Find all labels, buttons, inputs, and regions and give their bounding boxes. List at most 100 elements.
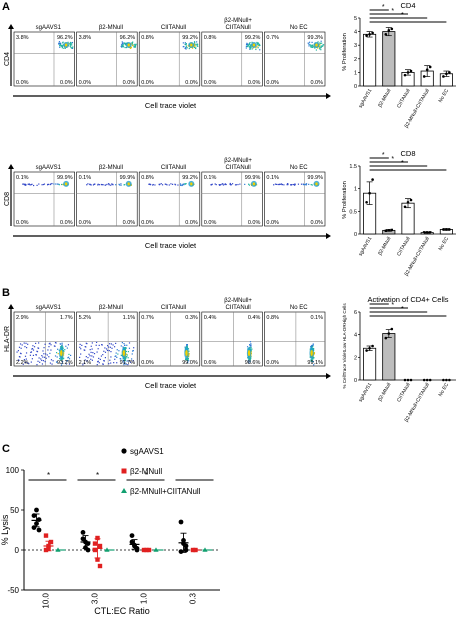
quadrant-top-right: 0.3% (185, 315, 198, 321)
lysis-point (43, 547, 49, 553)
flow-event-dot (184, 359, 187, 361)
quadrant-bottom-left: 0.0% (266, 360, 279, 366)
flow-event-dot (122, 42, 124, 44)
flow-event-dot (23, 342, 25, 344)
bar-y-tick-label: 4 (354, 30, 357, 36)
flow-event-dot (130, 46, 132, 48)
flow-event-dot (133, 46, 135, 48)
lysis-point (80, 530, 86, 535)
flow-event-dot (222, 184, 225, 186)
flow-plot-title-line1: β2-MNull+ (224, 158, 252, 164)
lysis-y-tick-label: -50 (7, 586, 19, 595)
flow-event-dot (247, 43, 249, 45)
flow-event-dot (83, 349, 85, 351)
flow-cytometry-rows: CD4 Cell trace violet 3.8% 96.2% 0.0% 0.0% sgA… (4, 18, 331, 390)
flow-event-dot (110, 351, 112, 353)
flow-event-dot (90, 345, 92, 347)
flow-event-dot (125, 363, 127, 366)
flow-event-dot (89, 355, 91, 357)
flow-event-dot (32, 354, 35, 357)
flow-event-dot (61, 346, 63, 348)
flow-event-dot (96, 351, 98, 353)
flow-event-dot (313, 353, 315, 356)
lysis-point (193, 547, 198, 553)
flow-event-dot (69, 42, 71, 44)
flow-event-dot (54, 355, 57, 357)
flow-plot-frame (76, 31, 138, 87)
flow-event-dot (112, 183, 114, 185)
flow-event-dot (38, 183, 40, 185)
data-point (387, 28, 391, 32)
flow-event-dot (218, 184, 220, 186)
flow-event-dot (110, 356, 112, 358)
flow-event-dot (109, 359, 111, 361)
flow-plot-title: CIITANull (161, 165, 186, 171)
flow-event-dot (104, 347, 106, 349)
flow-event-dot (194, 43, 196, 45)
lysis-point (178, 549, 184, 554)
quadrant-top-left: 0.8% (141, 35, 154, 41)
flow-density-peak (310, 350, 313, 357)
flow-event-dot (122, 46, 125, 48)
lysis-x-axis-label: CTL:EC Ratio (94, 606, 150, 616)
quadrant-bottom-right: 0.0% (248, 220, 261, 226)
flow-event-dot (313, 357, 315, 359)
flow-event-dot (312, 46, 315, 48)
flow-event-dot (121, 46, 123, 48)
flow-event-dot (70, 43, 72, 45)
quadrant-top-right: 99.2% (182, 35, 198, 41)
flow-event-dot (62, 346, 64, 348)
flow-event-dot (313, 348, 315, 350)
data-point (368, 191, 371, 195)
flow-event-dot (36, 350, 38, 352)
flow-event-dot (22, 183, 24, 185)
quadrant-top-left: 0.4% (204, 315, 217, 321)
flow-event-dot (125, 42, 127, 44)
flow-density-peak (252, 182, 256, 186)
flow-event-dot (41, 363, 44, 365)
quadrant-bottom-left: 0.0% (204, 220, 217, 226)
flow-event-dot (24, 355, 27, 357)
flow-event-dot (256, 42, 258, 45)
flow-event-dot (31, 358, 33, 360)
flow-plot-title: sgAAVS1 (36, 25, 62, 31)
flow-event-dot (311, 44, 314, 47)
flow-event-dot (55, 183, 57, 185)
flow-event-dot (43, 353, 45, 355)
quadrant-bottom-right: 99.0% (182, 360, 198, 366)
flow-event-dot (62, 41, 64, 43)
flow-event-dot (112, 344, 114, 346)
flow-event-dot (311, 359, 313, 361)
flow-event-dot (186, 344, 188, 346)
flow-event-dot (120, 354, 122, 356)
flow-event-dot (49, 183, 51, 186)
flow-density-peak (185, 350, 188, 357)
flow-event-dot (47, 183, 49, 186)
flow-event-dot (67, 344, 70, 346)
flow-event-dot (127, 351, 129, 353)
panel-label-a: A (2, 1, 10, 13)
data-point (448, 378, 451, 382)
flow-event-dot (187, 348, 190, 350)
flow-event-dot (71, 44, 73, 46)
flow-event-dot (179, 183, 182, 185)
flow-event-dot (248, 44, 250, 46)
flow-plot: 0.8% 0.1% 0.0% 99.1% No EC (264, 305, 326, 367)
flow-event-dot (25, 342, 27, 344)
flow-plot-frame (264, 311, 326, 367)
flow-event-dot (58, 41, 61, 43)
flow-event-dot (43, 356, 46, 358)
lysis-point (129, 533, 135, 538)
flow-event-dot (61, 344, 63, 346)
lysis-point (92, 541, 98, 546)
flow-event-dot (68, 358, 71, 360)
quadrant-bottom-right: 98.6% (245, 360, 261, 366)
flow-event-dot (82, 364, 84, 366)
flow-event-dot (24, 184, 26, 186)
flow-event-dot (214, 183, 216, 185)
lysis-point (36, 517, 42, 522)
flow-event-dot (33, 346, 36, 348)
flow-event-dot (65, 363, 68, 365)
flow-event-dot (37, 347, 39, 349)
quadrant-top-left: 0.8% (204, 35, 217, 41)
